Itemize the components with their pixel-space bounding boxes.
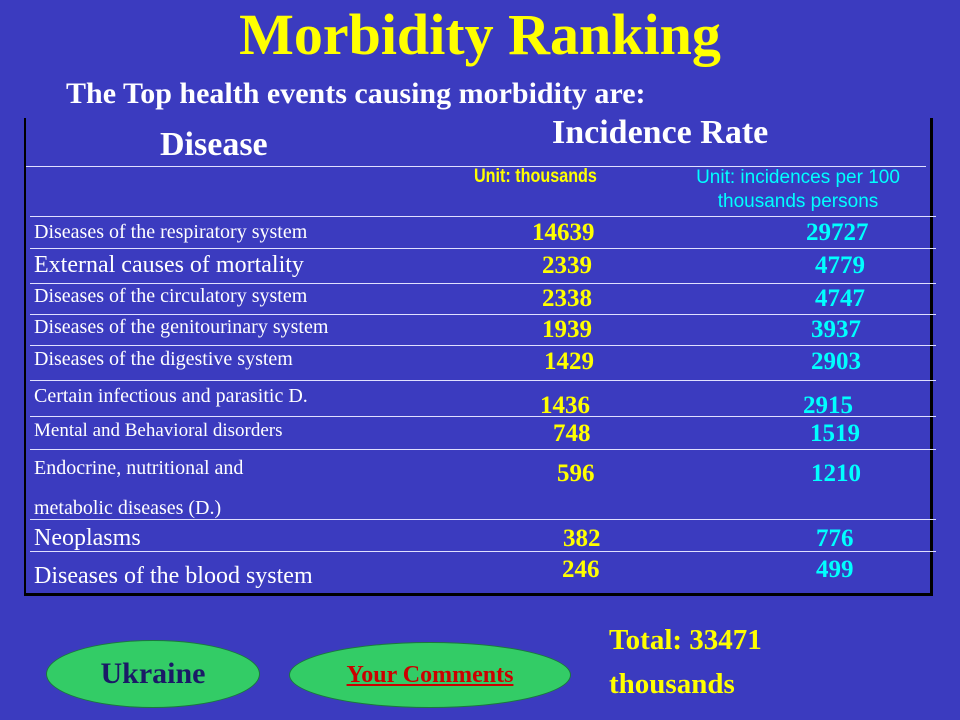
disease-name: Diseases of the digestive system xyxy=(34,348,293,370)
row-divider xyxy=(30,416,936,417)
rate-value: 3937 xyxy=(811,316,861,343)
row-divider xyxy=(30,248,936,249)
disease-name: Certain infectious and parasitic D. xyxy=(34,385,308,407)
thousands-value: 14639 xyxy=(532,219,595,246)
row-divider xyxy=(30,519,936,520)
disease-name: External causes of mortality xyxy=(34,252,304,278)
thousands-value: 596 xyxy=(557,460,595,487)
incidence-column-header: Incidence Rate xyxy=(552,114,769,151)
row-divider xyxy=(30,283,936,284)
morbidity-table xyxy=(24,118,933,596)
thousands-value: 2339 xyxy=(542,252,592,279)
rate-value: 776 xyxy=(816,525,854,552)
row-divider xyxy=(30,380,936,381)
rate-value: 29727 xyxy=(806,219,869,246)
thousands-value: 748 xyxy=(553,420,591,447)
disease-name: Neoplasms xyxy=(34,525,141,551)
disease-name: Mental and Behavioral disorders xyxy=(34,420,283,441)
disease-column-header: Disease xyxy=(160,126,268,163)
total-unit: thousands xyxy=(609,668,735,700)
thousands-value: 1429 xyxy=(544,348,594,375)
rate-value: 4747 xyxy=(815,285,865,312)
thousands-value: 1436 xyxy=(540,392,590,419)
page-title: Morbidity Ranking xyxy=(239,2,721,67)
thousands-value: 1939 xyxy=(542,316,592,343)
row-divider xyxy=(26,166,926,167)
row-divider xyxy=(30,216,936,217)
unit-rate-label: Unit: incidences per 100 thousands perso… xyxy=(676,166,920,214)
row-divider xyxy=(30,551,936,552)
thousands-value: 382 xyxy=(563,525,601,552)
your-comments-link[interactable]: Your Comments xyxy=(289,642,571,708)
unit-rate-line2: thousands persons xyxy=(717,191,879,212)
row-divider xyxy=(30,345,936,346)
disease-name-line1: Endocrine, nutritional and xyxy=(34,457,244,479)
ukraine-button[interactable]: Ukraine xyxy=(46,640,260,708)
page-subtitle: The Top health events causing morbidity … xyxy=(66,77,646,110)
disease-name-line2: metabolic diseases (D.) xyxy=(34,497,222,519)
thousands-value: 246 xyxy=(562,556,600,583)
rate-value: 2903 xyxy=(811,348,861,375)
disease-name: Diseases of the genitourinary system xyxy=(34,316,329,338)
disease-name: Diseases of the respiratory system xyxy=(34,221,308,243)
disease-name: Diseases of the blood system xyxy=(34,563,313,589)
total-value: Total: 33471 xyxy=(609,624,762,656)
thousands-value: 2338 xyxy=(542,285,592,312)
total-summary: Total: 33471 thousands xyxy=(609,618,849,706)
rate-value: 2915 xyxy=(803,392,853,419)
unit-thousands-label: Unit: thousands xyxy=(474,166,597,187)
rate-value: 1519 xyxy=(810,420,860,447)
row-divider xyxy=(30,449,936,450)
unit-rate-line1: Unit: incidences per 100 xyxy=(696,167,900,188)
rate-value: 1210 xyxy=(811,460,861,487)
rate-value: 499 xyxy=(816,556,854,583)
disease-name: Diseases of the circulatory system xyxy=(34,285,308,307)
row-divider xyxy=(30,314,936,315)
rate-value: 4779 xyxy=(815,252,865,279)
